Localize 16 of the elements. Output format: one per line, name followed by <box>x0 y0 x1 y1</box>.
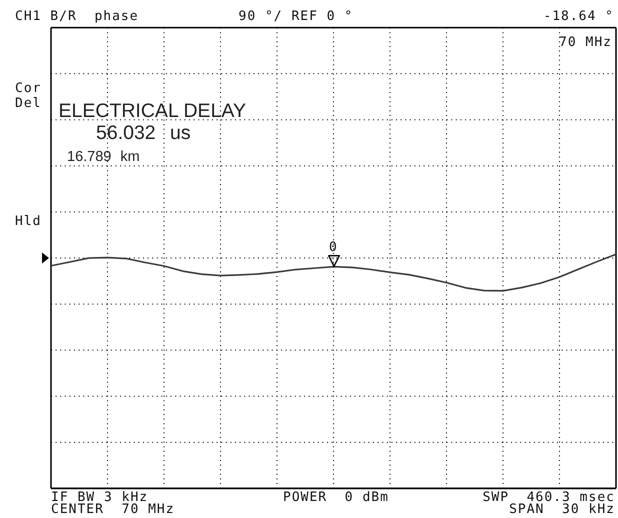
text: 16.789 km <box>67 148 140 165</box>
chart-subtitle: 90 °/ REF 0 ° <box>238 8 354 24</box>
text: ELECTRICAL DELAY <box>58 100 246 122</box>
text: SWP 460.3 msec <box>482 490 615 504</box>
text: POWER 0 dBm <box>283 490 389 504</box>
chart-title: CH1 B/R phase <box>15 8 139 24</box>
text: 56.032 us <box>96 122 191 144</box>
text: IF BW 3 kHz <box>51 490 148 504</box>
text: Del <box>15 96 42 111</box>
text: -18.64 ° <box>543 8 614 24</box>
text: CENTER 70 MHz <box>51 502 175 516</box>
text: Cor <box>15 80 42 96</box>
text: 70 MHz <box>559 35 612 50</box>
annotation: 0 <box>329 240 338 255</box>
text: SPAN 30 kHz <box>509 502 615 516</box>
text: Hld <box>15 214 42 229</box>
